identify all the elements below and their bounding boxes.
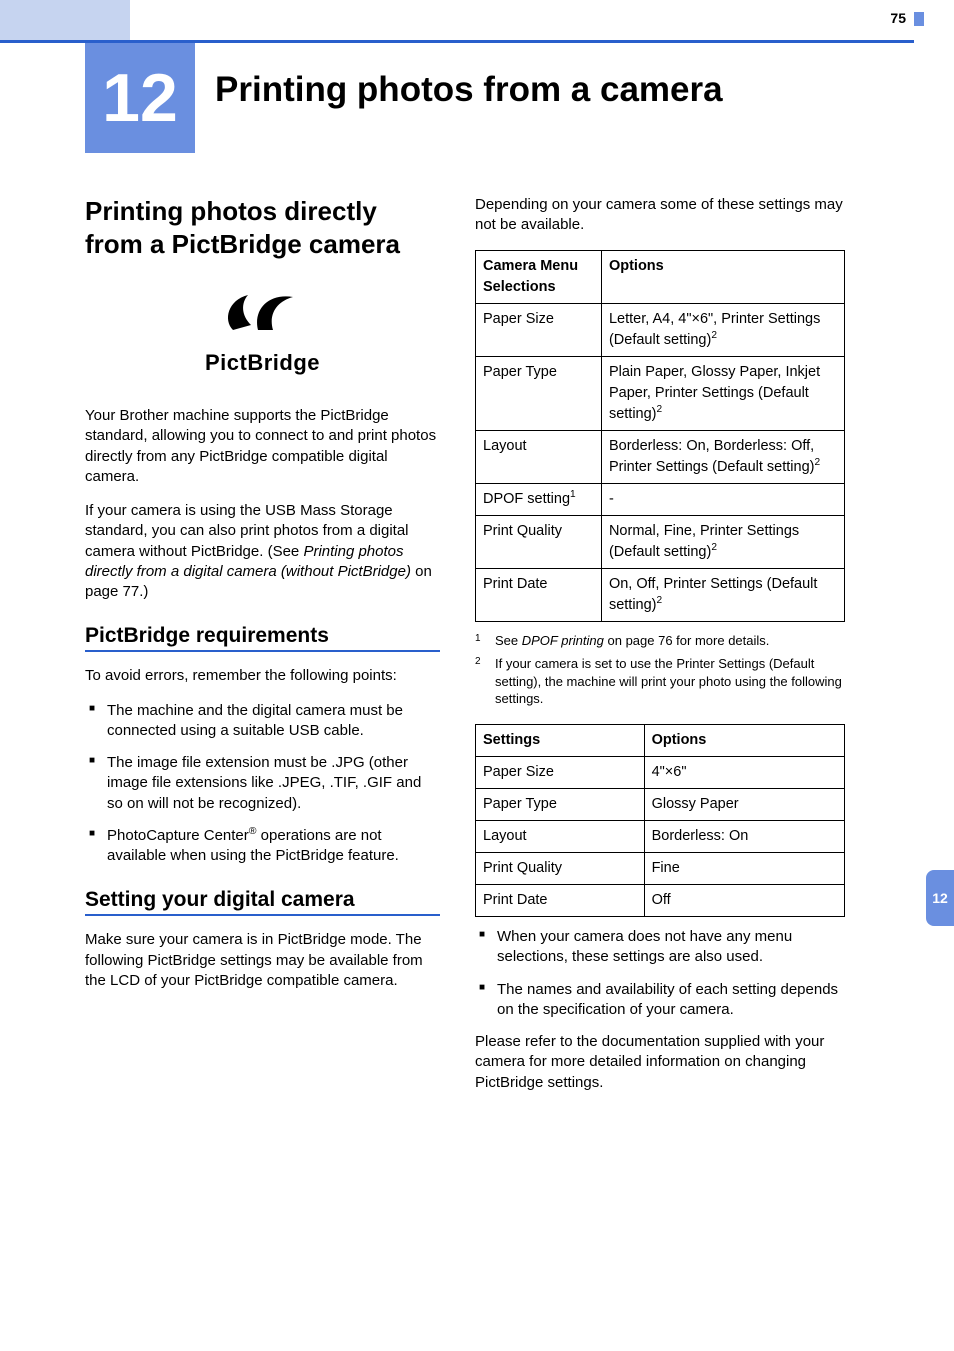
list-item: The names and availability of each setti… xyxy=(475,980,845,1021)
footnote-num: 2 xyxy=(475,655,485,708)
camera-menu-table: Camera Menu Selections Options Paper Siz… xyxy=(475,250,845,622)
table-header: Settings xyxy=(476,724,645,756)
right-column: Depending on your camera some of these s… xyxy=(475,195,845,1107)
list-item: PhotoCapture Center® operations are not … xyxy=(85,826,440,867)
registered-mark: ® xyxy=(249,825,257,837)
table-cell: DPOF setting1 xyxy=(476,483,602,515)
table-cell: Glossy Paper xyxy=(644,788,844,820)
table-cell: Print Quality xyxy=(476,515,602,568)
table-cell: Paper Type xyxy=(476,356,602,430)
table-row: Print Date On, Off, Printer Settings (De… xyxy=(476,568,845,621)
table-cell: Plain Paper, Glossy Paper, Inkjet Paper,… xyxy=(601,356,844,430)
section-title: Printing photos directly from a PictBrid… xyxy=(85,195,440,260)
requirements-intro: To avoid errors, remember the following … xyxy=(85,666,440,686)
table-row: Camera Menu Selections Options xyxy=(476,250,845,303)
right-intro: Depending on your camera some of these s… xyxy=(475,195,845,236)
table-cell: Fine xyxy=(644,852,844,884)
footnotes: 1 See DPOF printing on page 76 for more … xyxy=(475,632,845,708)
page-number-bar xyxy=(914,12,924,26)
side-tab-number: 12 xyxy=(932,890,948,906)
table-cell: Letter, A4, 4"×6", Printer Settings (Def… xyxy=(601,303,844,356)
table-header: Camera Menu Selections xyxy=(476,250,602,303)
left-column: Printing photos directly from a PictBrid… xyxy=(85,195,440,1107)
table-cell: Print Quality xyxy=(476,852,645,884)
pictbridge-logo-text: PictBridge xyxy=(85,350,440,376)
pictbridge-logo: PictBridge xyxy=(85,285,440,376)
closing-paragraph: Please refer to the documentation suppli… xyxy=(475,1032,845,1093)
chapter-title: Printing photos from a camera xyxy=(215,70,723,110)
table-cell: Off xyxy=(644,884,844,916)
requirements-list: The machine and the digital camera must … xyxy=(85,701,440,867)
table-cell: Borderless: On, Borderless: Off, Printer… xyxy=(601,430,844,483)
table-row: Settings Options xyxy=(476,724,845,756)
subsection-requirements-title: PictBridge requirements xyxy=(85,624,440,648)
page-number: 75 xyxy=(890,10,906,26)
table-cell: Paper Size xyxy=(476,303,602,356)
footnote-1: 1 See DPOF printing on page 76 for more … xyxy=(475,632,845,650)
intro-paragraph-2: If your camera is using the USB Mass Sto… xyxy=(85,501,440,602)
table-cell: Layout xyxy=(476,820,645,852)
footnote-text: If your camera is set to use the Printer… xyxy=(495,655,845,708)
table-cell: Paper Size xyxy=(476,756,645,788)
table-cell: Layout xyxy=(476,430,602,483)
notes-list: When your camera does not have any menu … xyxy=(475,927,845,1020)
table-row: Layout Borderless: On xyxy=(476,820,845,852)
table-row: DPOF setting1 - xyxy=(476,483,845,515)
table-row: Print Date Off xyxy=(476,884,845,916)
list-item: The machine and the digital camera must … xyxy=(85,701,440,742)
table-cell: Print Date xyxy=(476,884,645,916)
table-cell: - xyxy=(601,483,844,515)
table-cell: 4"×6" xyxy=(644,756,844,788)
list-item: The image file extension must be .JPG (o… xyxy=(85,753,440,814)
table-cell: Print Date xyxy=(476,568,602,621)
table-row: Paper Type Plain Paper, Glossy Paper, In… xyxy=(476,356,845,430)
chapter-number-box: 12 xyxy=(85,43,195,153)
table-row: Print Quality Normal, Fine, Printer Sett… xyxy=(476,515,845,568)
table-cell: Paper Type xyxy=(476,788,645,820)
table-row: Paper Size Letter, A4, 4"×6", Printer Se… xyxy=(476,303,845,356)
side-chapter-tab: 12 xyxy=(926,870,954,926)
content-columns: Printing photos directly from a PictBrid… xyxy=(85,195,894,1107)
subsection-rule xyxy=(85,650,440,652)
footnote-num: 1 xyxy=(475,632,485,650)
list-item-pre: PhotoCapture Center xyxy=(107,827,249,844)
table-header: Options xyxy=(644,724,844,756)
table-row: Layout Borderless: On, Borderless: Off, … xyxy=(476,430,845,483)
chapter-number: 12 xyxy=(102,64,178,132)
table-row: Print Quality Fine xyxy=(476,852,845,884)
table-row: Paper Size 4"×6" xyxy=(476,756,845,788)
table-cell: On, Off, Printer Settings (Default setti… xyxy=(601,568,844,621)
table-cell: Normal, Fine, Printer Settings (Default … xyxy=(601,515,844,568)
table-row: Paper Type Glossy Paper xyxy=(476,788,845,820)
setting-body: Make sure your camera is in PictBridge m… xyxy=(85,930,440,991)
table-header: Options xyxy=(601,250,844,303)
footnote-2: 2 If your camera is set to use the Print… xyxy=(475,655,845,708)
table-cell: Borderless: On xyxy=(644,820,844,852)
pictbridge-icon xyxy=(213,285,313,340)
intro-paragraph-1: Your Brother machine supports the PictBr… xyxy=(85,406,440,487)
subsection-rule xyxy=(85,914,440,916)
list-item: When your camera does not have any menu … xyxy=(475,927,845,968)
default-settings-table: Settings Options Paper Size 4"×6" Paper … xyxy=(475,724,845,917)
header-tab-deco xyxy=(0,0,130,40)
subsection-setting-title: Setting your digital camera xyxy=(85,888,440,912)
